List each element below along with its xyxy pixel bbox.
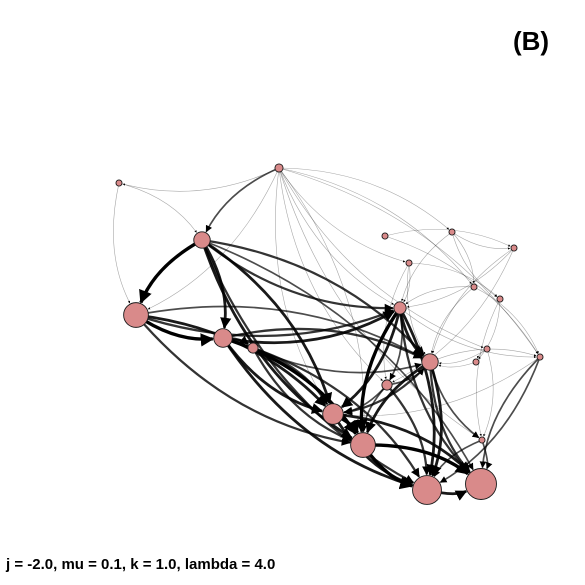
edge-n19-n21	[362, 443, 470, 476]
edge-n3-n18	[201, 238, 333, 405]
edge-n7-n9	[384, 229, 511, 247]
node-n12	[470, 283, 478, 291]
nodes-layer	[115, 163, 544, 505]
node-n9	[510, 244, 518, 252]
edge-n1-n3	[118, 182, 197, 233]
node-n8	[448, 228, 456, 236]
node-n1	[115, 179, 123, 187]
edge-n8-n9	[451, 231, 511, 250]
edge-n12-n15	[473, 286, 539, 354]
edge-n12-n10	[405, 286, 475, 305]
edge-n13-n17	[483, 348, 494, 437]
edge-n15-n20	[439, 356, 541, 484]
parameter-caption: j = -2.0, mu = 0.1, k = 1.0, lambda = 4.…	[6, 556, 276, 573]
edge-n11-n16	[383, 262, 410, 380]
edge-n10-n16	[389, 307, 404, 381]
edge-n4-n14	[135, 305, 423, 359]
node-n15	[536, 353, 544, 361]
edge-n14-n17	[429, 361, 480, 439]
edge-n2-n13	[278, 167, 484, 348]
panel-label: (B)	[513, 26, 550, 56]
node-n11	[405, 259, 413, 267]
node-n5	[213, 328, 233, 348]
edge-n2-n10	[278, 167, 394, 305]
edge-n5-n20	[221, 337, 414, 488]
edge-n8-n22	[451, 231, 497, 297]
edge-n2-n4	[147, 167, 280, 310]
edge-n2-n19	[278, 167, 365, 432]
edge-n10-n18	[341, 307, 402, 409]
node-n17	[478, 436, 486, 444]
edge-n2-n17	[278, 167, 479, 439]
node-n7	[381, 232, 389, 240]
edge-n7-n15	[384, 235, 539, 354]
edge-n22-n23	[478, 298, 501, 360]
node-n3	[193, 231, 211, 249]
edge-n23-n14	[438, 361, 477, 368]
edge-n4-n19	[135, 314, 351, 446]
node-n19	[350, 432, 376, 458]
edge-n2-n11	[278, 167, 406, 263]
edge-n10-n15	[399, 307, 537, 359]
edge-n3-n21	[201, 239, 474, 471]
edge-n2-n18	[275, 167, 328, 405]
edge-n15-n21	[479, 356, 541, 469]
edge-n5-n19	[222, 336, 358, 435]
edge-n2-n12	[278, 167, 472, 285]
edge-n5-n14	[222, 327, 423, 359]
edge-n2-n3	[205, 167, 280, 233]
edge-n15-n18	[344, 356, 541, 417]
edge-n11-n22	[408, 262, 498, 297]
edge-n13-n14	[438, 348, 488, 365]
edge-n6-n19	[252, 347, 352, 442]
node-n16	[381, 379, 393, 391]
edge-n8-n12	[451, 231, 475, 284]
edge-n16-n20	[386, 384, 432, 476]
edge-n17-n20	[433, 439, 483, 477]
node-n21	[465, 468, 497, 500]
edge-n4-n10	[135, 309, 395, 338]
edge-n2-n15	[278, 167, 538, 354]
node-n4	[123, 302, 149, 328]
edge-n5-n10	[222, 310, 395, 345]
edge-n11-n14	[407, 262, 426, 355]
edge-n8-n10	[401, 231, 453, 302]
edges-layer	[113, 167, 541, 501]
node-n20	[412, 475, 442, 505]
node-n10	[393, 301, 407, 315]
edge-n9-n16	[392, 247, 515, 383]
edge-n3-n4	[139, 238, 203, 304]
node-n13	[483, 345, 491, 353]
edge-n22-n17	[476, 298, 501, 437]
node-n6	[247, 342, 259, 354]
edge-n2-n8	[278, 167, 450, 230]
node-n18	[322, 403, 344, 425]
edge-n2-n16	[278, 167, 383, 381]
edge-n12-n14	[430, 286, 475, 354]
edge-n3-n14	[201, 238, 425, 356]
edge-n6-n14	[252, 347, 422, 374]
edge-n14-n19	[365, 360, 431, 434]
edge-n9-n14	[432, 247, 515, 354]
edge-n9-n10	[406, 247, 515, 308]
edge-n11-n10	[403, 262, 411, 303]
edge-n2-n1	[122, 167, 280, 192]
edge-n1-n4	[113, 182, 131, 304]
edge-n17-n21	[481, 439, 493, 470]
node-n23	[472, 358, 480, 366]
node-n14	[421, 353, 439, 371]
node-n2	[274, 163, 284, 173]
node-n22	[496, 295, 504, 303]
